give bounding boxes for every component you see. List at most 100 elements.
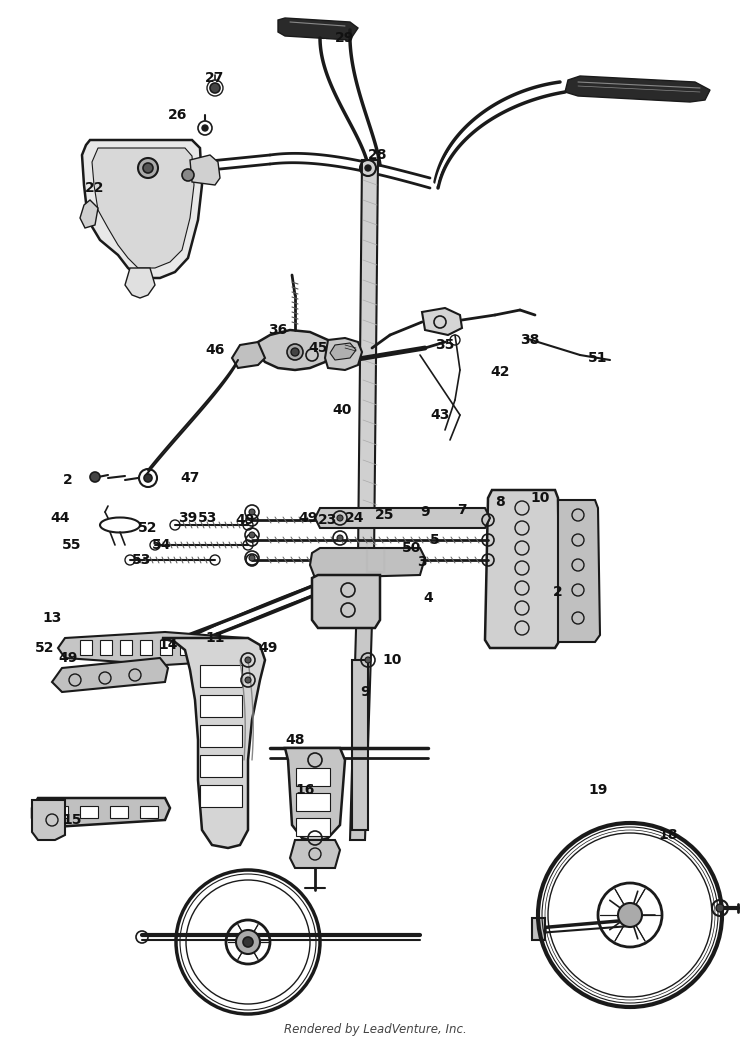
- Polygon shape: [120, 640, 132, 655]
- Polygon shape: [278, 18, 358, 40]
- Polygon shape: [32, 798, 170, 828]
- Text: 47: 47: [180, 471, 200, 485]
- Polygon shape: [565, 76, 710, 102]
- Text: 5: 5: [430, 533, 439, 547]
- Text: 42: 42: [490, 365, 510, 379]
- Circle shape: [245, 677, 251, 683]
- Text: 53: 53: [198, 511, 217, 525]
- Circle shape: [243, 937, 253, 947]
- Polygon shape: [310, 548, 425, 578]
- Text: 46: 46: [206, 343, 225, 357]
- Text: 9: 9: [360, 686, 370, 699]
- Polygon shape: [200, 665, 242, 687]
- Polygon shape: [422, 308, 462, 335]
- Text: 49: 49: [298, 511, 318, 525]
- Text: 51: 51: [588, 351, 608, 365]
- Polygon shape: [200, 785, 242, 807]
- Polygon shape: [50, 806, 68, 818]
- Circle shape: [365, 165, 371, 171]
- Text: 10: 10: [382, 653, 402, 667]
- Polygon shape: [200, 695, 242, 717]
- Text: 16: 16: [296, 783, 315, 797]
- Text: 35: 35: [435, 338, 454, 352]
- Circle shape: [337, 535, 343, 541]
- Polygon shape: [532, 918, 545, 940]
- Text: 2: 2: [553, 585, 562, 599]
- Text: 36: 36: [268, 323, 288, 336]
- Polygon shape: [58, 632, 250, 665]
- Polygon shape: [358, 160, 378, 560]
- Polygon shape: [200, 725, 242, 747]
- Polygon shape: [296, 793, 330, 811]
- Text: 7: 7: [458, 503, 466, 517]
- Text: 10: 10: [530, 491, 550, 505]
- Text: 53: 53: [132, 553, 152, 567]
- Circle shape: [182, 169, 194, 181]
- Polygon shape: [290, 840, 340, 868]
- Polygon shape: [190, 155, 220, 185]
- Polygon shape: [110, 806, 128, 818]
- Text: 15: 15: [62, 813, 82, 827]
- Circle shape: [716, 904, 724, 912]
- Polygon shape: [352, 660, 368, 830]
- Circle shape: [365, 657, 371, 663]
- Text: 43: 43: [430, 408, 450, 422]
- Text: 19: 19: [588, 783, 608, 797]
- Polygon shape: [325, 338, 362, 370]
- Text: 4: 4: [423, 591, 433, 605]
- Circle shape: [143, 163, 153, 173]
- Circle shape: [245, 657, 251, 663]
- Polygon shape: [140, 640, 152, 655]
- Circle shape: [249, 532, 255, 538]
- Text: 29: 29: [335, 31, 355, 45]
- Polygon shape: [32, 800, 65, 840]
- Text: 40: 40: [332, 403, 352, 417]
- Text: 52: 52: [138, 521, 158, 535]
- Polygon shape: [285, 748, 345, 842]
- Polygon shape: [330, 343, 356, 359]
- Polygon shape: [82, 140, 202, 278]
- Polygon shape: [125, 268, 155, 298]
- Circle shape: [249, 509, 255, 515]
- Polygon shape: [558, 500, 600, 642]
- Polygon shape: [52, 658, 168, 692]
- Polygon shape: [140, 806, 158, 818]
- Text: 25: 25: [375, 508, 394, 522]
- Circle shape: [291, 348, 299, 356]
- Polygon shape: [200, 754, 242, 777]
- Text: 13: 13: [42, 611, 62, 625]
- Circle shape: [90, 472, 100, 482]
- Polygon shape: [162, 638, 265, 847]
- Circle shape: [210, 83, 220, 93]
- Polygon shape: [485, 490, 560, 648]
- Polygon shape: [296, 818, 330, 836]
- Polygon shape: [160, 640, 172, 655]
- Polygon shape: [232, 342, 265, 368]
- Text: 49: 49: [236, 513, 255, 527]
- Text: 55: 55: [62, 538, 82, 552]
- Text: 18: 18: [658, 828, 678, 842]
- Text: 11: 11: [206, 631, 225, 645]
- Text: 49: 49: [258, 641, 278, 655]
- Text: 3: 3: [417, 555, 427, 568]
- Text: 49: 49: [58, 651, 78, 665]
- Circle shape: [138, 158, 158, 178]
- Text: 14: 14: [158, 638, 178, 652]
- Polygon shape: [315, 508, 490, 528]
- Text: 44: 44: [50, 511, 70, 525]
- Text: 2: 2: [63, 473, 73, 487]
- Polygon shape: [80, 640, 92, 655]
- Text: 27: 27: [206, 71, 225, 85]
- Text: Rendered by LeadVenture, Inc.: Rendered by LeadVenture, Inc.: [284, 1023, 466, 1037]
- Circle shape: [144, 474, 152, 482]
- Polygon shape: [256, 330, 332, 370]
- Text: 48: 48: [285, 733, 304, 747]
- Text: 50: 50: [402, 541, 422, 555]
- Text: 45: 45: [308, 341, 328, 355]
- Text: 8: 8: [495, 495, 505, 509]
- Polygon shape: [80, 200, 98, 228]
- Text: 24: 24: [345, 511, 364, 525]
- Polygon shape: [92, 148, 194, 268]
- Polygon shape: [80, 806, 98, 818]
- Circle shape: [236, 930, 260, 954]
